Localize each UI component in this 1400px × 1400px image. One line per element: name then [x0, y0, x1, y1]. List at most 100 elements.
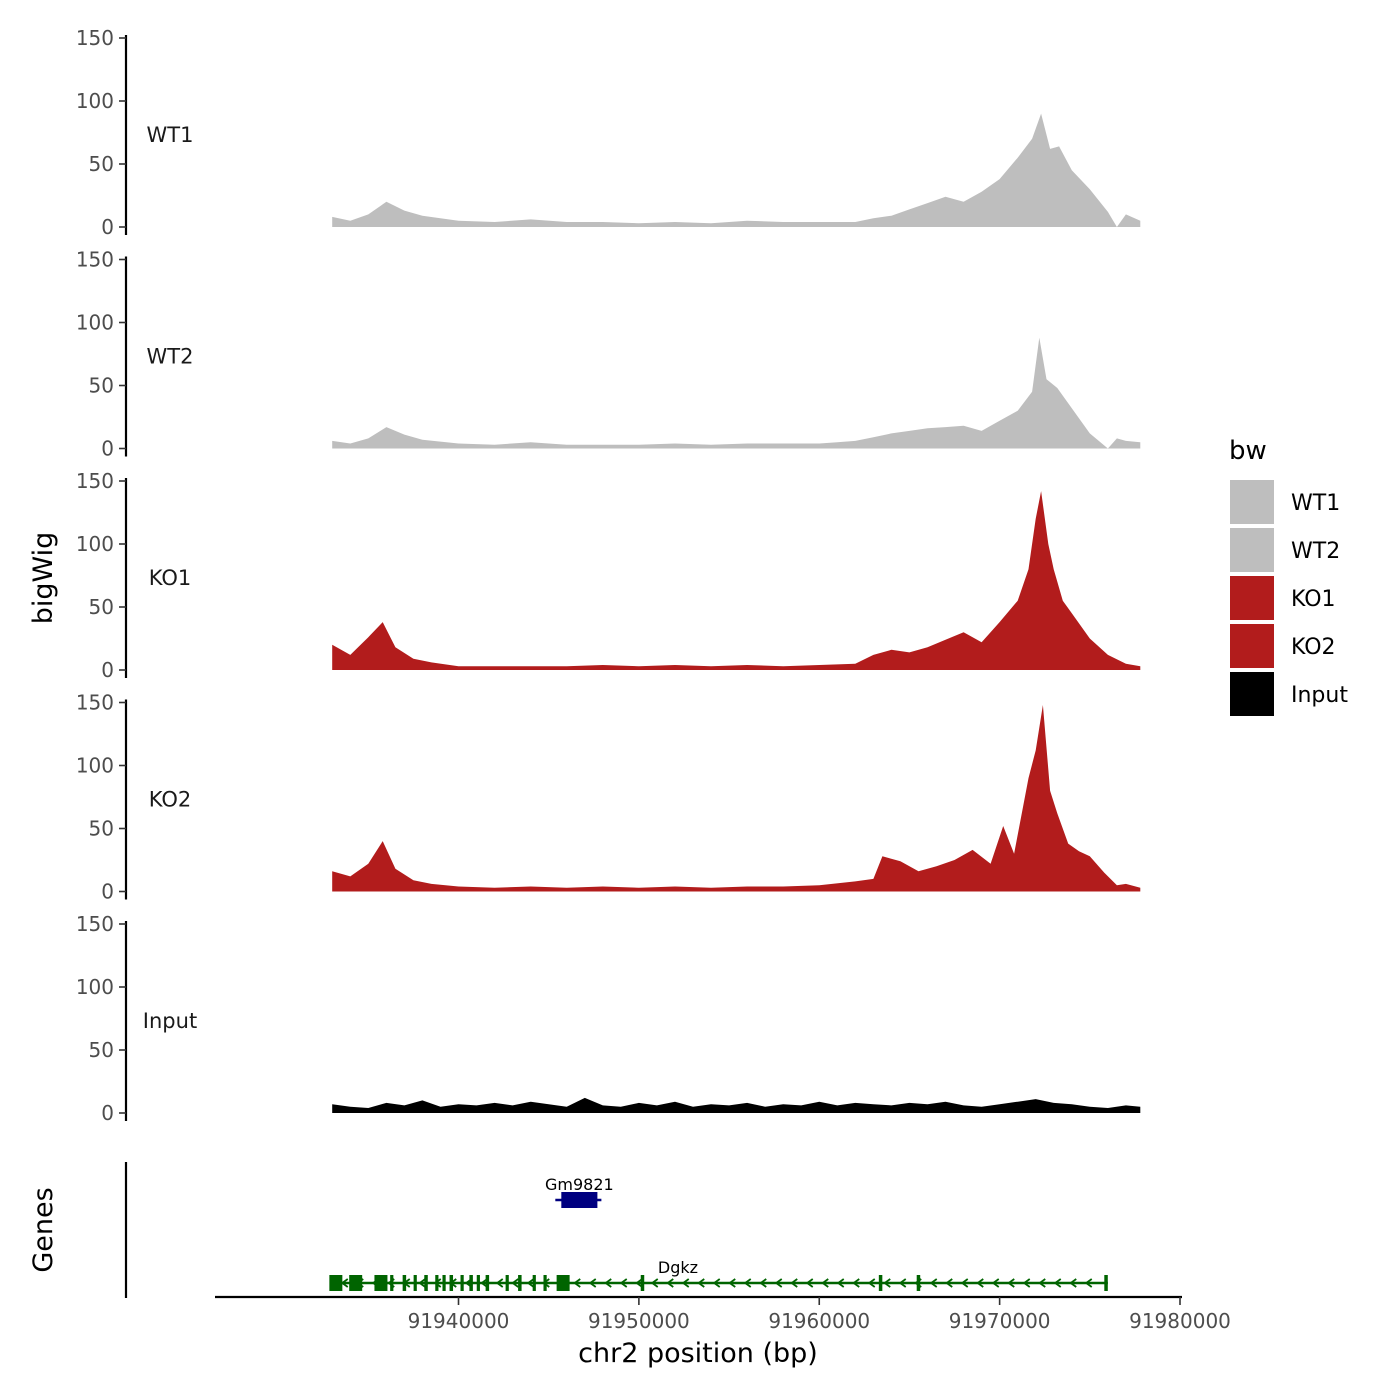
y-tick-label: 50 — [89, 374, 114, 398]
gene-exon — [1104, 1275, 1108, 1291]
strand-chevron — [929, 1278, 938, 1288]
gene-dgkz: Dgkz — [329, 1258, 1108, 1291]
track-label: KO2 — [149, 788, 192, 812]
gene-exon — [916, 1275, 921, 1291]
y-tick-label: 100 — [76, 89, 114, 113]
track-wt2: 0 50 100 150 WT2 — [76, 248, 1141, 461]
y-tick-label: 100 — [76, 311, 114, 335]
strand-chevron — [1053, 1278, 1062, 1288]
track-label: WT1 — [147, 123, 194, 147]
y-tick-label: 0 — [101, 215, 114, 239]
y-tick-label: 150 — [76, 912, 114, 936]
legend-title: bw — [1229, 436, 1267, 466]
y-tick-label: 100 — [76, 975, 114, 999]
gene-exon — [485, 1275, 490, 1291]
strand-chevron — [898, 1278, 907, 1288]
legend-label: WT1 — [1291, 491, 1340, 516]
strand-chevron — [805, 1278, 814, 1288]
signal-area-wt1 — [332, 113, 1141, 227]
strand-chevron — [712, 1278, 721, 1288]
strand-chevron — [650, 1278, 659, 1288]
strand-chevron — [960, 1278, 969, 1288]
track-label: KO1 — [149, 566, 192, 590]
y-tick-label: 0 — [101, 658, 114, 682]
gene-exon — [390, 1275, 394, 1291]
y-axis-title: bigWig — [28, 532, 59, 625]
strand-chevron — [743, 1278, 752, 1288]
strand-chevron — [1022, 1278, 1031, 1288]
track-wt1: 0 50 100 150 WT1 — [76, 26, 1141, 239]
strand-chevron — [774, 1278, 783, 1288]
gene-exon — [518, 1275, 522, 1291]
track-ko1: 0 50 100 150 KO1 — [76, 469, 1141, 682]
strand-chevron — [991, 1278, 1000, 1288]
strand-chevron — [945, 1278, 953, 1288]
y-tick-label: 50 — [89, 817, 114, 841]
strand-chevron — [588, 1278, 597, 1288]
x-tick-label: 91960000 — [768, 1309, 870, 1333]
signal-area-ko1 — [332, 491, 1141, 670]
strand-chevron — [1038, 1278, 1046, 1288]
gene-exon — [878, 1275, 883, 1291]
strand-chevron — [759, 1278, 767, 1288]
gene-exon — [424, 1275, 428, 1291]
legend-item-ko1: KO1 — [1230, 576, 1336, 620]
strand-chevron — [604, 1278, 612, 1288]
gene-exon — [543, 1275, 547, 1291]
x-tick-label: 91940000 — [408, 1309, 510, 1333]
strand-chevron — [728, 1278, 736, 1288]
gene-exon — [402, 1275, 407, 1291]
gene-exon — [460, 1275, 464, 1291]
x-axis: 91940000 91950000 91960000 91970000 91980000 — [215, 1295, 1231, 1333]
strand-chevron — [526, 1278, 535, 1288]
gene-exon — [476, 1275, 480, 1291]
genes-axis-title: Genes — [28, 1187, 59, 1272]
legend-swatch — [1230, 528, 1274, 572]
legend-swatch — [1230, 576, 1274, 620]
y-tick-label: 150 — [76, 248, 114, 272]
legend-label: KO2 — [1291, 635, 1336, 660]
strand-chevron — [1069, 1278, 1077, 1288]
gene-exon — [449, 1275, 454, 1291]
gene-exon — [349, 1275, 363, 1291]
strand-chevron — [573, 1278, 581, 1288]
y-tick-label: 150 — [76, 691, 114, 715]
strand-chevron — [635, 1278, 643, 1288]
gene-exon — [556, 1275, 570, 1291]
y-tick-label: 150 — [76, 26, 114, 50]
gene-exon — [505, 1275, 509, 1291]
x-tick-label: 91980000 — [1129, 1309, 1231, 1333]
gene-exon — [413, 1275, 417, 1291]
y-tick-label: 0 — [101, 437, 114, 461]
strand-chevron — [1084, 1278, 1093, 1288]
gene-label: Gm9821 — [545, 1175, 614, 1194]
gene-exon — [329, 1275, 343, 1291]
strand-chevron — [666, 1278, 674, 1288]
x-tick-label: 91970000 — [949, 1309, 1051, 1333]
gene-exon — [374, 1275, 388, 1291]
signal-area-wt2 — [332, 337, 1141, 449]
track-ko2: 0 50 100 150 KO2 — [76, 691, 1141, 904]
legend-label: KO1 — [1291, 587, 1336, 612]
y-tick-label: 0 — [101, 1101, 114, 1125]
strand-chevron — [836, 1278, 845, 1288]
legend-label: Input — [1291, 683, 1348, 708]
gene-exon — [469, 1275, 473, 1291]
strand-chevron — [418, 1278, 426, 1288]
gene-exon — [442, 1275, 446, 1291]
track-label: WT2 — [147, 345, 194, 369]
signal-area-input — [332, 1097, 1141, 1113]
x-tick-label: 91950000 — [588, 1309, 690, 1333]
y-tick-label: 50 — [89, 152, 114, 176]
strand-chevron — [976, 1278, 984, 1288]
gene-label: Dgkz — [658, 1258, 698, 1277]
x-axis-title: chr2 position (bp) — [578, 1338, 818, 1369]
gene-exon — [561, 1192, 598, 1208]
strand-chevron — [1007, 1278, 1015, 1288]
strand-chevron — [867, 1278, 876, 1288]
strand-chevron — [619, 1278, 628, 1288]
gene-exon — [435, 1275, 439, 1291]
signal-tracks: 0 50 100 150 WT1 0 50 100 150 WT2 0 50 100 150 KO1 0 50 1… — [76, 26, 1141, 1125]
y-tick-label: 100 — [76, 532, 114, 556]
